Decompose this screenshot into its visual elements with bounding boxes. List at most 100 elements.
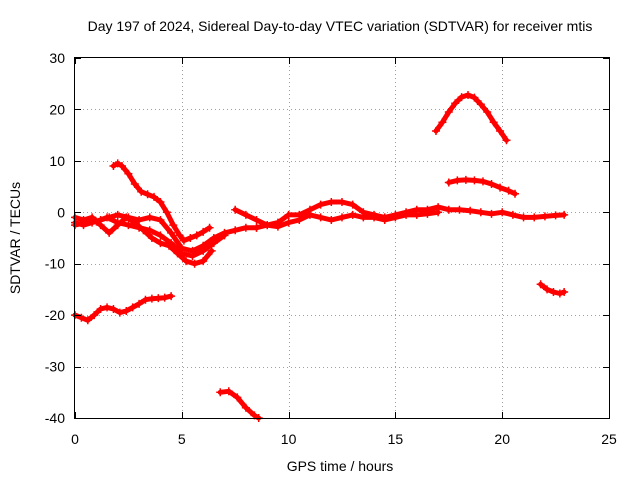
y-tick-label: 10 (49, 153, 65, 169)
data-point (122, 213, 131, 222)
data-point (540, 212, 549, 221)
data-point (241, 403, 250, 412)
data-point (536, 280, 545, 289)
data-point (402, 210, 411, 219)
data-point (147, 234, 156, 242)
data-point (273, 222, 282, 231)
data-point (130, 180, 139, 188)
data-point (327, 198, 336, 206)
data-point (177, 249, 186, 258)
data-point (216, 388, 225, 397)
data-point (496, 183, 505, 192)
data-point (113, 210, 122, 219)
y-tick-label: 30 (49, 50, 65, 66)
data-point (199, 246, 208, 255)
data-point (478, 177, 487, 186)
data-point (519, 213, 528, 222)
data-point (145, 226, 154, 235)
data-point (77, 313, 86, 322)
y-tick-label: -10 (45, 256, 65, 272)
data-point (423, 209, 432, 218)
data-point (327, 216, 336, 224)
data-point (220, 231, 229, 240)
data-point (444, 178, 453, 187)
data-point (233, 393, 242, 402)
data-point (470, 93, 479, 102)
data-point (113, 218, 122, 227)
data-point (476, 208, 485, 217)
data-point (252, 223, 261, 232)
data-point (305, 210, 314, 219)
x-axis-label: GPS time / hours (287, 458, 394, 474)
data-point (145, 213, 154, 222)
data-point (444, 205, 453, 214)
data-point (348, 210, 357, 219)
data-point (156, 231, 165, 240)
data-point (199, 227, 208, 236)
data-point (252, 216, 261, 224)
data-point (551, 211, 560, 220)
data-point (92, 217, 101, 226)
data-point (461, 175, 470, 184)
data-point (199, 257, 208, 266)
data-point (205, 223, 214, 232)
data-point (560, 288, 569, 296)
data-point (476, 100, 485, 109)
data-point (190, 259, 199, 268)
data-point (434, 208, 443, 217)
data-point (241, 223, 250, 232)
data-point (128, 303, 137, 312)
data-point (498, 208, 507, 217)
data-point (316, 213, 325, 222)
data-point (109, 162, 118, 170)
data-point (431, 127, 440, 136)
data-point (209, 239, 218, 248)
data-point (115, 308, 124, 317)
data-point (124, 169, 133, 178)
data-point (81, 218, 90, 227)
data-point (113, 159, 122, 168)
data-point (487, 209, 496, 218)
data-point (135, 223, 144, 232)
data-point (162, 208, 171, 217)
data-point (483, 108, 492, 116)
data-point (284, 218, 293, 227)
data-point (348, 200, 357, 209)
x-tick-label: 20 (494, 431, 510, 447)
series-group (71, 91, 569, 422)
data-point (496, 127, 505, 136)
x-tick-label: 5 (178, 431, 186, 447)
data-point (555, 289, 564, 298)
data-point (83, 316, 92, 325)
data-point (143, 190, 152, 199)
data-point (156, 216, 165, 224)
data-point (455, 205, 464, 214)
data-point (96, 304, 105, 313)
chart-title: Day 197 of 2024, Sidereal Day-to-day VTE… (88, 18, 593, 34)
data-point (511, 189, 520, 198)
data-point (380, 216, 389, 224)
data-point (122, 307, 131, 316)
data-point (167, 292, 176, 301)
data-point (487, 180, 496, 188)
y-tick-label: -20 (45, 307, 65, 323)
data-point (370, 213, 379, 222)
data-point (207, 246, 216, 255)
data-point (156, 239, 165, 248)
data-point (105, 228, 114, 237)
data-point (135, 299, 144, 308)
y-tick-label: 0 (57, 204, 65, 220)
data-point (224, 387, 233, 396)
data-point (192, 231, 201, 240)
data-point (231, 226, 240, 235)
x-tick-label: 10 (281, 431, 297, 447)
data-point (338, 198, 346, 206)
data-point (530, 213, 539, 222)
x-tick-label: 0 (71, 431, 79, 447)
data-point (141, 295, 150, 304)
data-point (549, 288, 558, 296)
x-tick-label: 25 (601, 431, 617, 447)
plot-frame (74, 57, 610, 419)
series-line-9 (433, 92, 509, 143)
